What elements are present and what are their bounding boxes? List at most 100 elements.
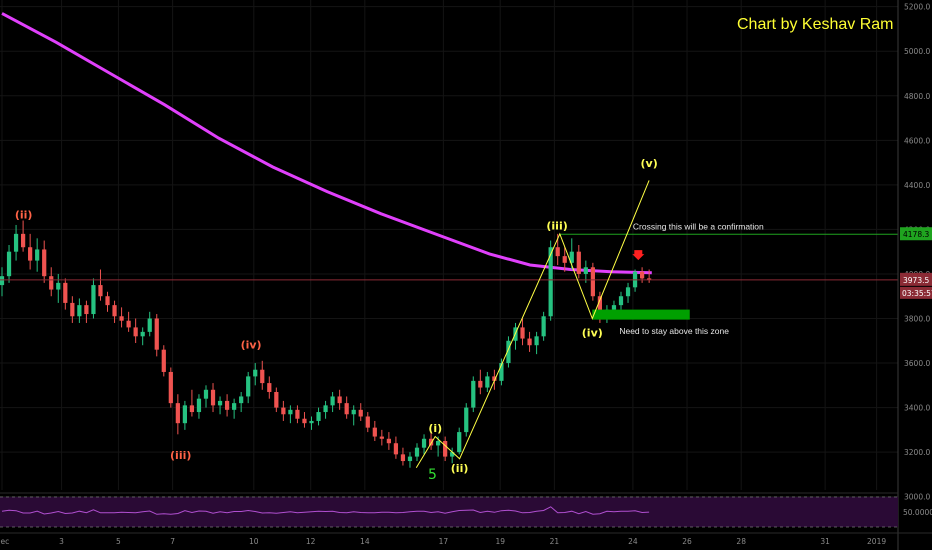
candle-body [590, 267, 595, 297]
candle-body [112, 305, 117, 317]
current-price-tag-text: 3973.5 [903, 276, 929, 285]
time-tick-label: 14 [360, 537, 370, 546]
candle-body [133, 327, 138, 337]
candle-body [154, 318, 159, 350]
price-tick-label: 3400.0 [904, 404, 930, 413]
candle-body [302, 418, 307, 424]
candle-body [140, 331, 145, 337]
candle-body [189, 405, 195, 413]
candle-body [309, 420, 314, 424]
candle-body [436, 441, 441, 446]
wave-label: (iii) [546, 219, 567, 232]
candle-body [428, 438, 434, 446]
moving-average-layer [1, 12, 652, 275]
candle-body [217, 400, 223, 406]
candle-body [379, 436, 384, 439]
candle-body [98, 285, 103, 297]
candle-body [13, 233, 19, 252]
candle-body [182, 405, 187, 424]
support-zone [592, 309, 690, 320]
sell-arrow-icon [632, 250, 645, 261]
candle-body [119, 316, 124, 321]
candle-body [407, 456, 413, 462]
candle-body [576, 251, 581, 274]
candle-body [506, 340, 511, 364]
time-tick-label: 3 [59, 537, 64, 546]
time-tick-label: Dec [0, 537, 9, 546]
countdown-tag [900, 286, 932, 299]
candle-body [541, 316, 546, 337]
candle-body [625, 287, 631, 297]
candles-layer [0, 220, 652, 468]
candle-body [70, 302, 75, 317]
wave-label: (iv) [241, 339, 262, 352]
candle-body [126, 320, 131, 328]
candle-body [499, 363, 504, 381]
price-tick-label: 4800.0 [904, 92, 930, 101]
wave-count-layer [415, 180, 650, 468]
candle-body [386, 438, 391, 444]
candle-body [84, 305, 89, 315]
candle-body [597, 296, 603, 319]
resistance-price-tag-text: 4178.3 [903, 230, 929, 239]
candle-body [196, 398, 202, 413]
candle-body [421, 438, 427, 448]
candle-body [443, 441, 448, 457]
candle-body [105, 296, 110, 306]
candle-body [365, 416, 370, 428]
candle-body [210, 389, 216, 406]
time-tick-label: 19 [495, 537, 505, 546]
candle-body [358, 409, 363, 417]
levels-layer [0, 233, 898, 320]
candle-body [77, 305, 82, 317]
candle-body [534, 336, 539, 346]
candle-body [337, 396, 342, 404]
wave-label: (iv) [582, 326, 603, 339]
chart-title: Chart by Keshav Ram [737, 16, 894, 33]
candle-body [569, 251, 574, 263]
candle-body [168, 371, 173, 404]
candle-body [485, 376, 490, 388]
countdown-text: 03:35:57 [902, 289, 932, 298]
candle-body [239, 396, 244, 404]
labels-layer: (ii) (iii) (iv) 5 (i) (ii) (iii) (iv) (v) Crossin… [15, 157, 764, 483]
price-tick-label: 4600.0 [904, 136, 930, 145]
candle-body [49, 276, 54, 290]
time-tick-label: 21 [550, 537, 560, 546]
wave-label: (iii) [170, 449, 191, 462]
candle-body [414, 447, 420, 457]
candle-body [555, 247, 560, 257]
candle-body [611, 305, 617, 310]
candle-body [344, 403, 349, 415]
candle-body [471, 380, 476, 408]
candle-body [0, 276, 5, 286]
annotation-text: Need to stay above this zone [619, 326, 729, 336]
candle-body [527, 338, 532, 346]
candle-body [91, 285, 96, 315]
candle-body [274, 392, 279, 408]
time-axis: Dec 3 5 7 10 12 14 17 19 21 24 26 28 31 2019 [0, 532, 932, 546]
candle-body [267, 383, 272, 392]
candle-body [393, 443, 399, 455]
candle-body [232, 403, 237, 410]
candle-body [260, 369, 265, 384]
candle-body [161, 349, 166, 372]
candle-body [42, 249, 47, 277]
price-tick-label: 3000.0 [904, 493, 930, 502]
candle-body [372, 427, 377, 437]
candle-body [175, 403, 180, 424]
candle-body [295, 409, 300, 419]
candle-body [56, 282, 61, 290]
candle-body [450, 452, 455, 457]
candle-body [323, 405, 328, 413]
candle-body [520, 327, 525, 339]
candle-body [647, 278, 652, 280]
time-tick-label: 10 [249, 537, 259, 546]
oscillator-pane: 50.0000 [0, 492, 932, 528]
wave-label: (ii) [15, 208, 33, 221]
candle-body [20, 233, 26, 248]
time-tick-label: 24 [628, 537, 638, 546]
time-tick-label: 12 [306, 537, 316, 546]
